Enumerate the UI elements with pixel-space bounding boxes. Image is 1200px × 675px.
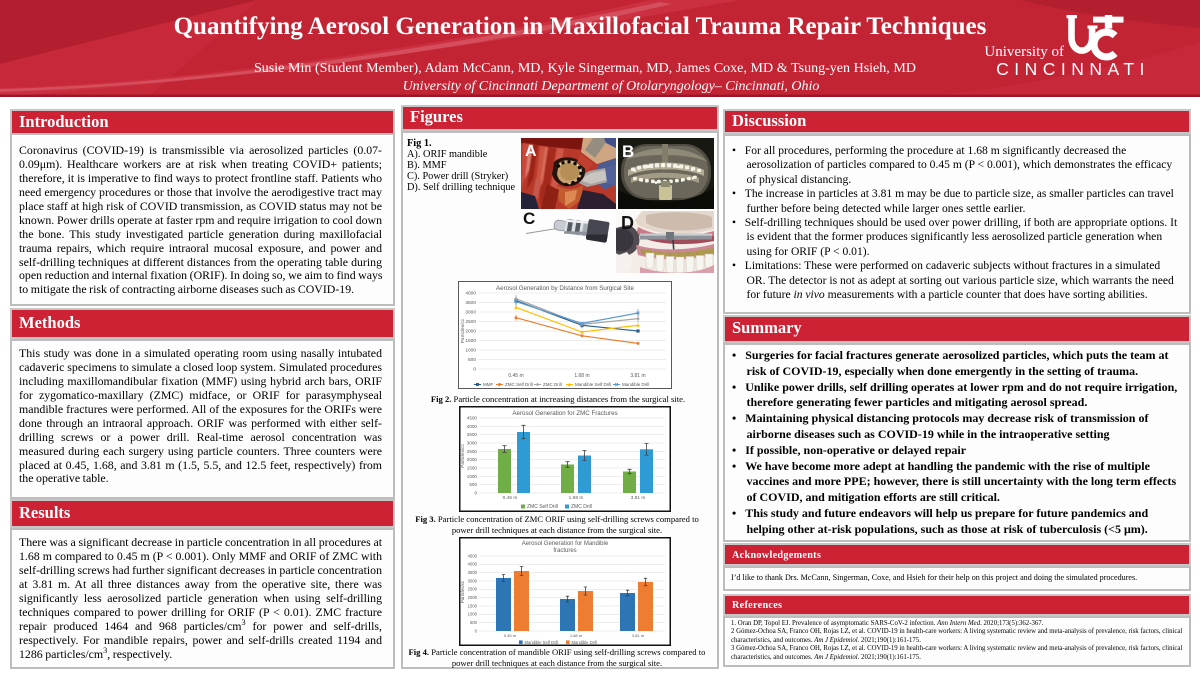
svg-text:A: A [525,143,537,160]
svg-text:2000: 2000 [465,329,476,335]
svg-text:2500: 2500 [467,449,478,454]
svg-text:0.45 m: 0.45 m [508,373,523,379]
svg-text:3.81 m: 3.81 m [630,373,645,379]
svg-text:Particles/cc: Particles/cc [460,580,465,603]
svg-text:1500: 1500 [465,338,476,344]
svg-text:Aerosol Generation for ZMC Fra: Aerosol Generation for ZMC Fractures [512,410,617,417]
svg-text:ZMC Self Drill: ZMC Self Drill [527,504,558,510]
svg-text:3.81 m: 3.81 m [632,633,645,638]
svg-text:1000: 1000 [467,474,478,479]
svg-text:1500: 1500 [467,466,478,471]
svg-text:3.81 m: 3.81 m [631,495,646,501]
svg-text:Mandible Self Drill: Mandible Self Drill [575,382,611,387]
svg-text:3500: 3500 [468,570,478,575]
svg-text:0.45 m: 0.45 m [503,495,518,501]
svg-text:4000: 4000 [465,291,476,297]
svg-text:3500: 3500 [467,432,478,437]
svg-text:Particles/cc: Particles/cc [460,444,465,468]
svg-text:fractures: fractures [553,548,576,554]
svg-text:1500: 1500 [468,603,478,608]
svg-text:2500: 2500 [465,319,476,325]
svg-text:1.68 m: 1.68 m [574,373,589,379]
svg-text:0: 0 [475,628,478,633]
svg-text:D: D [621,213,634,233]
svg-text:ZMC Drill: ZMC Drill [543,382,562,387]
svg-text:Aerosol Generation by Distance: Aerosol Generation by Distance from Surg… [496,285,634,292]
svg-text:1000: 1000 [468,612,478,617]
svg-text:2000: 2000 [468,595,478,600]
svg-text:500: 500 [468,357,476,363]
svg-text:4000: 4000 [468,562,478,567]
svg-text:500: 500 [470,620,478,625]
svg-text:1.68 m: 1.68 m [570,633,583,638]
svg-text:3000: 3000 [468,578,478,583]
svg-text:Particles/cc: Particles/cc [460,318,466,343]
svg-text:2500: 2500 [468,587,478,592]
svg-text:ZMC Drill: ZMC Drill [571,504,592,510]
svg-text:0: 0 [473,367,476,373]
svg-text:0.45 m: 0.45 m [504,633,517,638]
svg-text:B: B [622,142,634,161]
svg-text:4500: 4500 [467,416,478,421]
svg-text:0: 0 [474,491,477,496]
svg-text:1.68 m: 1.68 m [569,495,584,501]
svg-text:Mandible Self Drill: Mandible Self Drill [525,640,559,645]
svg-text:4000: 4000 [467,424,478,429]
svg-text:500: 500 [469,482,477,487]
svg-text:1000: 1000 [465,348,476,354]
svg-text:C: C [523,209,535,228]
svg-text:4500: 4500 [468,553,478,558]
svg-text:Aerosol Generation for Mandibl: Aerosol Generation for Mandible [522,541,609,547]
svg-text:ZMC Self Drill: ZMC Self Drill [505,382,533,387]
svg-text:3000: 3000 [465,310,476,316]
svg-text:MMF: MMF [483,382,493,387]
svg-text:Mandible Drill: Mandible Drill [622,382,649,387]
svg-text:2000: 2000 [467,457,478,462]
svg-text:3000: 3000 [467,441,478,446]
svg-text:3500: 3500 [465,300,476,306]
svg-text:Mandible Drill: Mandible Drill [572,640,597,645]
